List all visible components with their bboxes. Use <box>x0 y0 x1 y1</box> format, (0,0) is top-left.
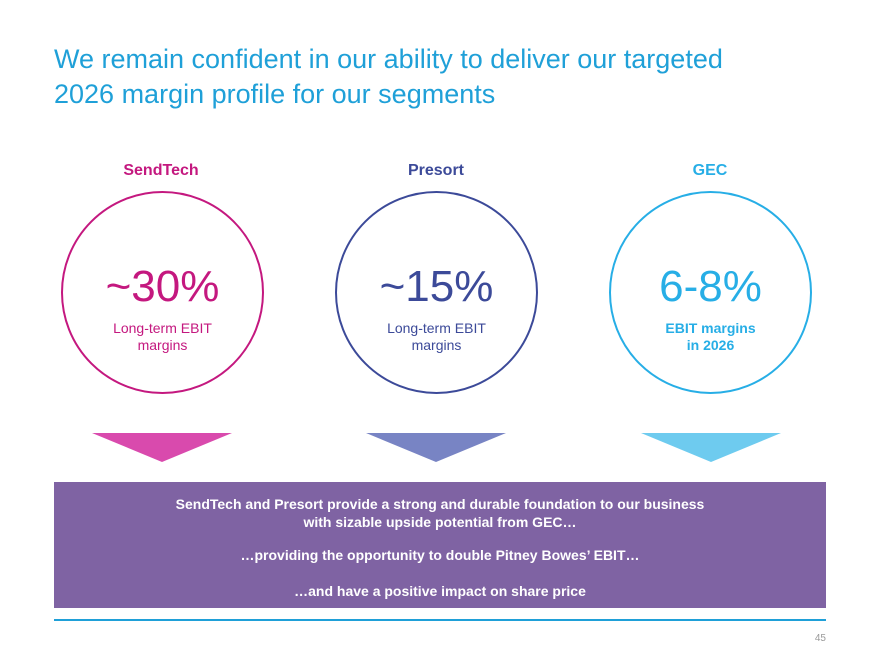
segment-label-gec: GEC <box>692 162 728 179</box>
footer-divider <box>54 619 826 621</box>
conclusion-box: SendTech and Presort provide a strong an… <box>54 482 826 608</box>
segment-value-presort: ~15% <box>379 262 494 311</box>
segment-description-line-2: margins <box>137 337 188 353</box>
segment-value-gec: 6-8% <box>659 262 762 311</box>
segment-description-sendtech: Long-term EBIT margins <box>63 320 262 354</box>
slide-title: We remain confident in our ability to de… <box>54 42 854 112</box>
down-arrow-gec-icon <box>641 433 781 462</box>
page-number: 45 <box>814 633 826 644</box>
segment-label-presort: Presort <box>407 162 465 179</box>
down-arrow-sendtech-icon <box>92 433 232 462</box>
conclusion-line-4: …and have a positive impact on share pri… <box>294 583 586 599</box>
segment-description-gec: EBIT margins in 2026 <box>611 320 810 354</box>
segment-description-line-1: EBIT margins <box>665 320 756 336</box>
slide-title-line-2: 2026 margin profile for our segments <box>54 79 496 109</box>
segment-description-line-1: Long-term EBIT <box>113 320 212 336</box>
segment-description-presort: Long-term EBIT margins <box>337 320 536 354</box>
segment-circle-sendtech: ~30% Long-term EBIT margins <box>61 191 264 394</box>
segment-description-line-2: margins <box>411 337 462 353</box>
segment-description-line-2: in 2026 <box>686 337 735 353</box>
segment-circle-gec: 6-8% EBIT margins in 2026 <box>609 191 812 394</box>
segment-circle-presort: ~15% Long-term EBIT margins <box>335 191 538 394</box>
conclusion-line-3: …providing the opportunity to double Pit… <box>240 547 640 563</box>
down-arrow-presort-icon <box>366 433 506 462</box>
slide-title-line-1: We remain confident in our ability to de… <box>54 44 723 74</box>
conclusion-line-1: SendTech and Presort provide a strong an… <box>175 496 705 512</box>
segment-description-line-1: Long-term EBIT <box>387 320 486 336</box>
segment-value-sendtech: ~30% <box>105 262 220 311</box>
conclusion-line-2: with sizable upside potential from GEC… <box>303 514 577 530</box>
segment-label-sendtech: SendTech <box>123 162 199 179</box>
